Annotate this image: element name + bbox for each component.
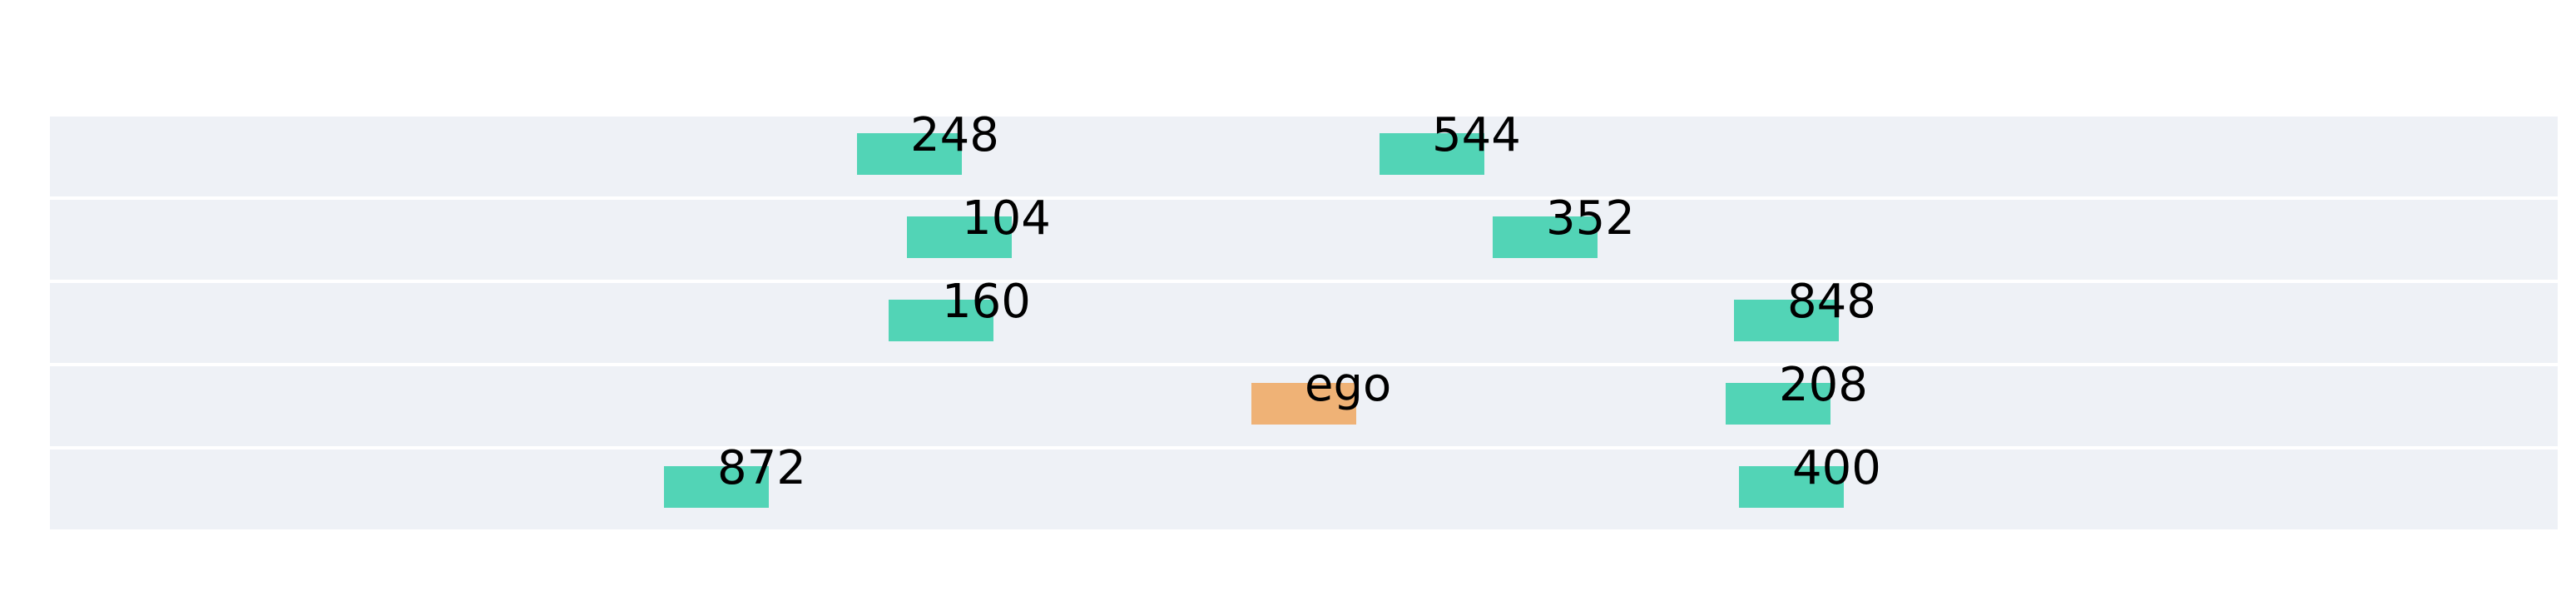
vehicle-label: 848 <box>1787 275 1876 329</box>
vehicle-label: 208 <box>1779 358 1868 412</box>
vehicle-label: 352 <box>1546 191 1635 246</box>
vehicle-label: 248 <box>910 108 999 162</box>
vehicle-400 <box>1739 466 1844 508</box>
ego-vehicle <box>1251 383 1356 425</box>
vehicle-544 <box>1380 133 1484 175</box>
lane-4: ego 208 <box>50 362 2558 446</box>
vehicle-label: 104 <box>962 191 1051 246</box>
vehicle-872 <box>664 466 769 508</box>
vehicle-160 <box>889 300 993 341</box>
ego-label: ego <box>1305 358 1392 412</box>
vehicle-label: 544 <box>1432 108 1521 162</box>
lane-2: 104 352 <box>50 196 2558 280</box>
lane-3: 160 848 <box>50 279 2558 363</box>
vehicle-848 <box>1734 300 1839 341</box>
vehicle-label: 160 <box>942 275 1031 329</box>
lane-5: 872 400 <box>50 445 2558 529</box>
vehicle-208 <box>1726 383 1830 425</box>
vehicle-352 <box>1493 216 1598 258</box>
vehicle-label: 400 <box>1792 441 1881 495</box>
lane-1: 248 544 <box>50 112 2558 196</box>
vehicle-248 <box>857 133 962 175</box>
vehicle-104 <box>907 216 1012 258</box>
vehicle-label: 872 <box>717 441 806 495</box>
